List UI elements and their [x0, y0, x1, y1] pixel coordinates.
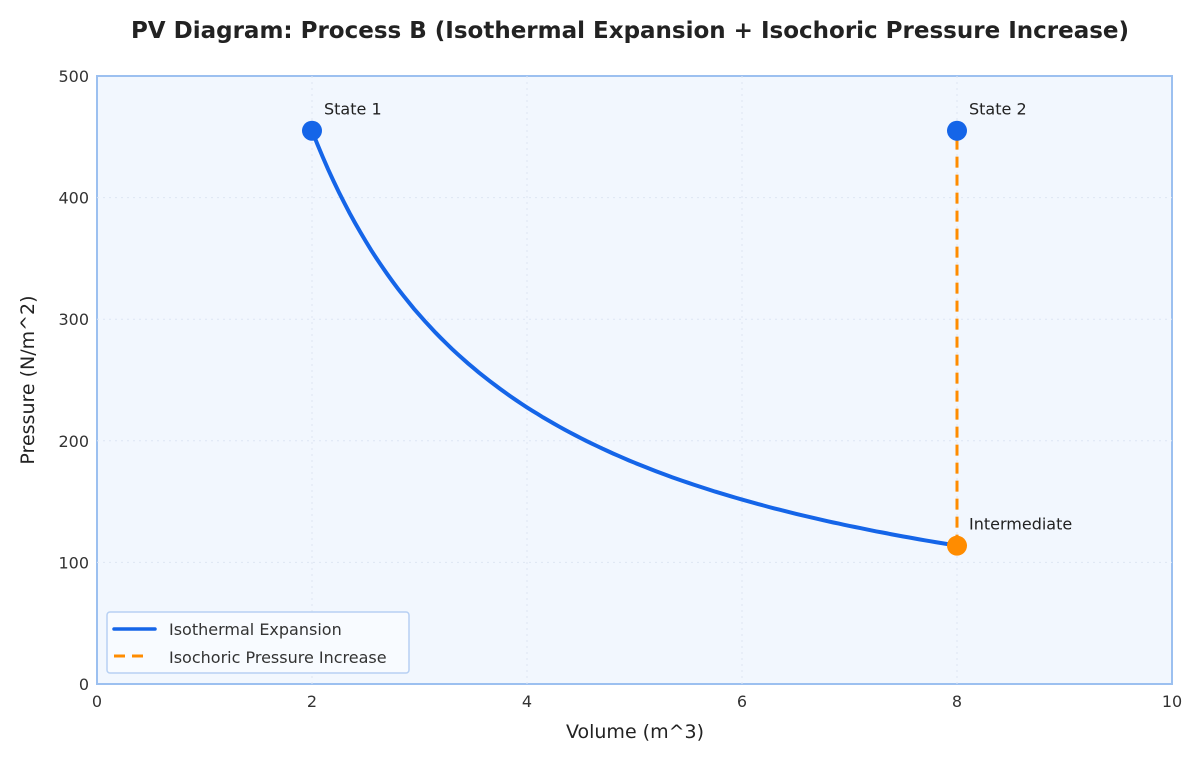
- x-tick-label: 6: [737, 692, 747, 711]
- state-point: [302, 120, 322, 141]
- y-tick-label: 100: [58, 553, 89, 572]
- state-point: [947, 120, 967, 141]
- x-tick-label: 2: [307, 692, 317, 711]
- legend-label-isothermal: Isothermal Expansion: [169, 620, 342, 639]
- points: State 1 State 2 Intermediate: [302, 100, 1072, 556]
- x-axis-label: Volume (m^3): [566, 721, 704, 743]
- y-axis-label: Pressure (N/m^2): [17, 295, 39, 464]
- legend-label-isochoric: Isochoric Pressure Increase: [169, 648, 387, 667]
- chart-title: PV Diagram: Process B (Isothermal Expans…: [131, 18, 1129, 44]
- grid: [97, 76, 1172, 684]
- isothermal-line: [310, 129, 958, 548]
- state-label: State 1: [324, 100, 382, 119]
- state-label: Intermediate: [969, 515, 1072, 534]
- x-tick-label: 8: [952, 692, 962, 711]
- legend: Isothermal Expansion Isochoric Pressure …: [106, 611, 410, 674]
- y-tick-label: 200: [58, 432, 89, 451]
- x-tick-label: 10: [1162, 692, 1182, 711]
- state-label: State 2: [969, 100, 1027, 119]
- state-point: [947, 535, 967, 556]
- plot-area: [96, 75, 1173, 685]
- x-tick-label: 4: [522, 692, 532, 711]
- y-tick-label: 400: [58, 189, 89, 208]
- y-tick-label: 0: [79, 675, 89, 694]
- y-tick-label: 500: [58, 67, 89, 86]
- y-tick-label: 300: [58, 310, 89, 329]
- x-tick-label: 0: [92, 692, 102, 711]
- series: [310, 129, 959, 548]
- legend-box: [106, 611, 410, 674]
